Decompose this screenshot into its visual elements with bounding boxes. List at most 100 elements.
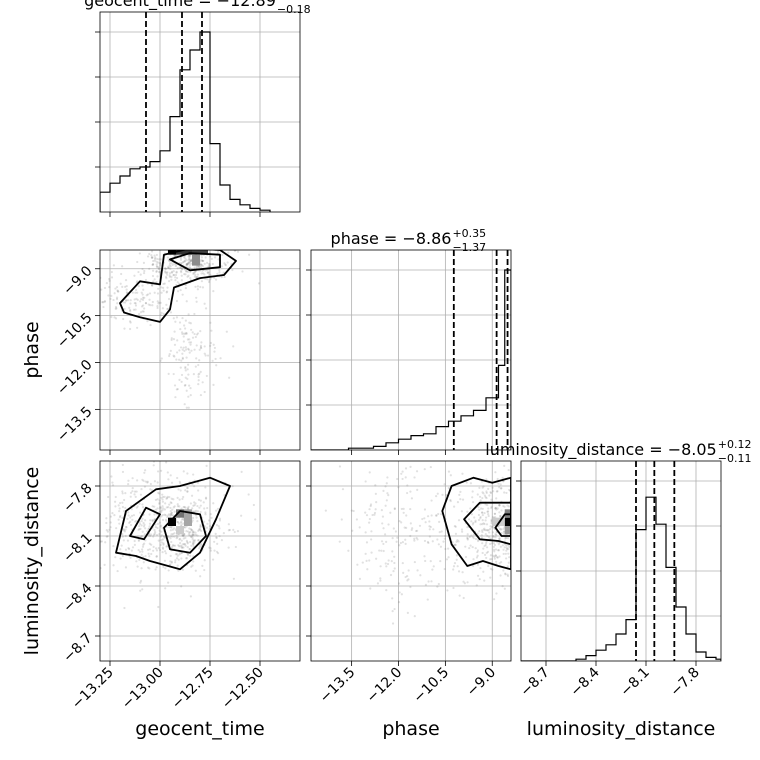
sample-point (135, 519, 138, 523)
title-upper-error: +0.10 (277, 0, 311, 2)
density-cell (504, 517, 511, 526)
sample-point (490, 505, 493, 508)
sample-point (493, 557, 496, 560)
sample-point (81, 527, 83, 529)
sample-point (142, 261, 146, 264)
sample-point (159, 543, 162, 547)
sample-point (189, 394, 192, 397)
sample-point (142, 555, 145, 558)
sample-point (105, 535, 108, 538)
sample-point (478, 578, 481, 581)
sample-point (164, 587, 167, 590)
sample-point (225, 330, 228, 333)
sample-point (374, 484, 377, 487)
sample-point (164, 267, 167, 270)
sample-point (445, 558, 449, 561)
sample-point (430, 499, 433, 502)
panel-frame (520, 460, 722, 662)
sample-point (124, 285, 127, 288)
sample-point (170, 337, 173, 340)
sample-point (189, 322, 192, 325)
sample-point (498, 504, 501, 507)
sample-point (374, 492, 377, 495)
sample-point (160, 511, 163, 514)
sample-point (144, 302, 148, 305)
x-tick-label: −9.0 (464, 665, 499, 700)
sample-point (487, 535, 491, 539)
sample-point (223, 262, 226, 265)
sample-point (227, 529, 230, 532)
sample-point (515, 540, 517, 542)
sample-point (452, 568, 455, 571)
panel-frame (310, 249, 512, 451)
sample-point (456, 565, 459, 568)
sample-point (149, 534, 152, 538)
sample-point (140, 535, 144, 538)
sample-point (123, 510, 126, 513)
sample-point (148, 522, 152, 525)
sample-point (190, 260, 193, 263)
sample-point (498, 486, 501, 489)
sample-point (153, 505, 156, 508)
sample-point (141, 267, 144, 271)
sample-point (174, 264, 177, 268)
sample-point (186, 507, 189, 510)
sample-point (195, 516, 198, 519)
y-tick-label: −13.5 (54, 404, 96, 446)
sample-point (213, 256, 217, 259)
sample-point (107, 495, 110, 499)
sample-point (424, 583, 428, 586)
sample-point (386, 476, 389, 479)
sample-point (108, 528, 111, 531)
sample-point (506, 573, 509, 576)
sample-point (361, 561, 364, 564)
sample-point (113, 514, 116, 517)
sample-point (142, 310, 145, 313)
contour-line (129, 506, 161, 541)
sample-point (187, 255, 190, 258)
sample-point (496, 549, 500, 552)
sample-point (198, 372, 201, 375)
sample-point (207, 280, 211, 284)
sample-point (170, 338, 173, 342)
sample-point (134, 308, 137, 311)
sample-point (495, 592, 498, 595)
sample-point (171, 232, 173, 234)
sample-point (191, 536, 194, 539)
sample-point (172, 544, 175, 547)
sample-point (478, 530, 481, 533)
sample-point (473, 516, 476, 519)
sample-point (177, 569, 180, 572)
sample-point (123, 606, 126, 610)
sample-point (447, 556, 450, 559)
sample-point (483, 527, 486, 530)
sample-point (193, 270, 197, 273)
sample-point (496, 556, 499, 559)
sample-point (139, 589, 142, 592)
sample-point (452, 565, 456, 568)
sample-point (484, 543, 487, 547)
sample-point (152, 549, 155, 552)
sample-point (404, 476, 407, 479)
sample-point (109, 521, 112, 524)
sample-point (173, 532, 176, 535)
sample-point (489, 554, 493, 557)
sample-point (423, 468, 426, 471)
sample-point (162, 282, 165, 286)
sample-point (166, 256, 169, 259)
sample-point (153, 259, 156, 262)
sample-point (127, 511, 130, 514)
sample-point (497, 543, 500, 546)
sample-point (518, 516, 520, 518)
sample-point (204, 497, 208, 500)
contour-line (163, 510, 207, 554)
sample-point (124, 534, 127, 538)
hist-content (311, 250, 511, 450)
sample-point (204, 513, 207, 516)
sample-point (189, 387, 192, 390)
sample-point (391, 537, 394, 540)
sample-point (169, 535, 172, 538)
sample-point (161, 500, 165, 503)
sample-point (471, 496, 474, 499)
sample-point (206, 354, 210, 357)
